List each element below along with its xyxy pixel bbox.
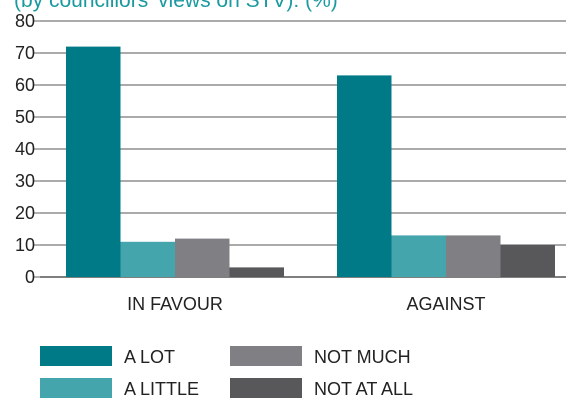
legend-swatch — [40, 346, 112, 366]
bars — [66, 46, 555, 278]
x-category-label: AGAINST — [406, 294, 485, 314]
bar-a-little-against — [391, 235, 446, 277]
y-tick-label: 60 — [15, 75, 35, 95]
bar-a-lot-in-favour — [66, 46, 121, 277]
legend-swatch — [230, 346, 302, 366]
bar-not-much-in-favour — [175, 238, 230, 277]
bar-a-lot-against — [337, 75, 392, 278]
bar-not-much-against — [446, 235, 501, 277]
y-tick-label: 10 — [15, 235, 35, 255]
y-tick-label: 40 — [15, 139, 35, 159]
x-category-label: IN FAVOUR — [127, 294, 223, 314]
x-axis: IN FAVOUR AGAINST — [127, 294, 485, 314]
y-tick-label: 50 — [15, 107, 35, 127]
bar-a-little-in-favour — [120, 241, 175, 277]
legend: A LOT A LITTLE NOT MUCH NOT AT ALL — [40, 346, 413, 399]
y-tick-label: 0 — [25, 267, 35, 287]
y-axis: 0 10 20 30 40 50 60 70 80 — [15, 11, 40, 287]
chart-title: (by councillors' views on STV): (%) — [14, 0, 338, 12]
bar-not-at-all-against — [500, 245, 555, 277]
legend-label: NOT AT ALL — [314, 379, 413, 399]
y-tick-label: 20 — [15, 203, 35, 223]
y-tick-label: 80 — [15, 11, 35, 31]
legend-swatch — [40, 378, 112, 398]
bar-not-at-all-in-favour — [229, 267, 284, 277]
legend-label: A LITTLE — [124, 379, 199, 399]
legend-label: NOT MUCH — [314, 347, 411, 367]
y-tick-label: 30 — [15, 171, 35, 191]
legend-swatch — [230, 378, 302, 398]
legend-label: A LOT — [124, 347, 175, 367]
y-tick-label: 70 — [15, 43, 35, 63]
